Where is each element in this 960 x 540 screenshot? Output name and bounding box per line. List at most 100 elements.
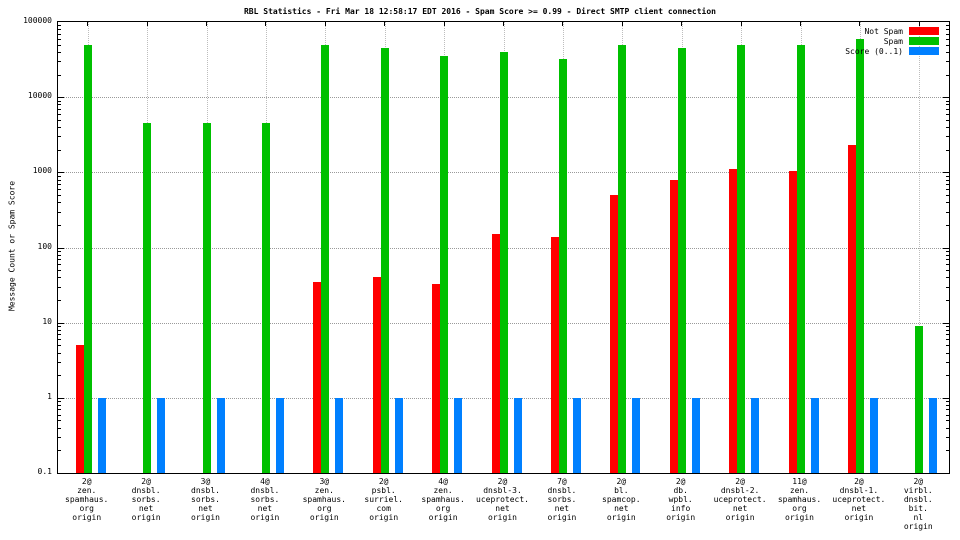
bar-score-0-1 <box>572 397 581 473</box>
y-major-tick <box>943 97 949 99</box>
y-minor-tick <box>946 427 949 429</box>
y-minor-tick <box>58 326 61 328</box>
y-minor-tick <box>946 224 949 226</box>
y-minor-tick <box>946 127 949 129</box>
y-minor-tick <box>58 183 61 185</box>
x-category-label: 2@ bl. spamcop. net origin <box>591 477 651 522</box>
bar-score-0-1 <box>929 397 938 473</box>
x-tick-top <box>503 22 504 26</box>
y-minor-tick <box>946 183 949 185</box>
x-category-label-line: dnsbl. <box>547 486 577 495</box>
y-minor-tick <box>946 44 949 46</box>
y-minor-tick <box>58 450 61 452</box>
x-category-label-line: sorbs. <box>191 495 220 504</box>
x-category-label-line: wpbl. <box>668 495 693 504</box>
x-category-label-line: 2@ <box>854 477 864 486</box>
y-minor-tick <box>946 194 949 196</box>
x-tick-top <box>146 22 148 26</box>
x-category-label-line: net <box>495 504 510 513</box>
x-category-label-line: origin <box>903 522 933 531</box>
x-category-label-line: 2@ <box>497 477 508 486</box>
bar-not-spam <box>372 277 381 473</box>
x-category-label-line: com <box>376 504 391 513</box>
y-minor-tick <box>58 74 61 76</box>
y-minor-tick <box>946 51 949 53</box>
x-category-label-line: origin <box>785 513 814 522</box>
y-minor-tick <box>58 179 61 181</box>
x-category-label-line: surriel. <box>364 495 403 504</box>
x-category-label: 3@ zen. spamhaus. org origin <box>294 477 354 522</box>
bar-score-0-1 <box>157 397 166 473</box>
legend-swatch <box>909 47 939 55</box>
y-minor-tick <box>946 437 949 439</box>
x-category-label-line: net <box>554 504 570 513</box>
y-tick-label: 10 <box>42 316 52 326</box>
legend-row-score-0-1: Score (0..1) <box>845 46 939 56</box>
legend-row-spam: Spam <box>845 36 939 46</box>
y-minor-tick <box>58 119 61 121</box>
y-major-tick <box>58 97 64 99</box>
x-category-label-line: dnsbl. <box>903 495 933 504</box>
bar-score-0-1 <box>632 397 641 473</box>
y-minor-tick <box>946 375 949 377</box>
y-minor-tick <box>946 270 949 272</box>
bar-spam <box>261 123 270 473</box>
y-minor-tick <box>58 175 61 177</box>
x-category-label-line: origin <box>131 513 161 522</box>
x-category-label-line: 2@ <box>735 477 745 486</box>
y-tick-label: 10000 <box>27 91 52 101</box>
bar-spam <box>321 44 330 473</box>
x-category-label: 2@ dnsbl-3. uceprotect. net origin <box>473 477 533 522</box>
x-category-label-line: origin <box>606 513 636 522</box>
bar-score-0-1 <box>97 397 106 473</box>
x-category-label-line: net <box>614 504 629 513</box>
x-category-label-line: info <box>671 504 691 513</box>
y-minor-tick <box>58 33 61 35</box>
y-minor-tick <box>946 33 949 35</box>
x-category-label-line: spamhaus. <box>302 495 346 504</box>
x-category-label: 2@ zen. spamhaus. org origin <box>57 477 117 522</box>
y-minor-tick <box>58 149 61 151</box>
y-tick-label: 100000 <box>23 16 52 25</box>
y-minor-tick <box>58 339 61 341</box>
bar-score-0-1 <box>869 397 878 473</box>
y-minor-tick <box>946 300 949 302</box>
x-category-label-line: origin <box>666 513 696 522</box>
x-category-label-line: dnsbl-2. <box>720 486 760 495</box>
y-major-tick <box>58 397 64 399</box>
x-category-label-line: origin <box>725 513 755 522</box>
x-category-label-line: 4@ <box>438 477 448 486</box>
y-minor-tick <box>58 334 61 336</box>
plot-area: Not Spam Spam Score (0..1) <box>57 21 950 474</box>
x-category-label-line: dnsbl-1. <box>839 486 879 495</box>
x-category-label: 4@ dnsbl. sorbs. net origin <box>235 477 295 522</box>
bar-spam <box>796 44 805 473</box>
x-axis-category-labels: 2@ zen. spamhaus. org origin 2@ dnsbl. sorbs. ne… <box>57 477 948 539</box>
y-minor-tick <box>58 409 61 411</box>
bar-spam <box>737 44 746 473</box>
y-minor-tick <box>58 401 61 403</box>
y-minor-tick <box>946 61 949 63</box>
y-major-tick <box>58 172 64 174</box>
bar-spam <box>83 44 92 473</box>
x-tick-top <box>384 22 386 26</box>
y-minor-tick <box>58 194 61 196</box>
x-category-label-line: net <box>138 504 154 513</box>
y-minor-tick <box>58 100 61 102</box>
y-minor-tick <box>946 100 949 102</box>
bar-spam <box>677 48 686 473</box>
x-category-label-line: 2@ <box>81 477 92 486</box>
x-category-label: 2@ db. wpbl. info origin <box>651 477 711 522</box>
y-minor-tick <box>946 104 949 106</box>
x-category-label-line: spamhaus. <box>65 495 109 504</box>
y-minor-tick <box>946 254 949 256</box>
x-category-label-line: dnsbl-3. <box>483 486 522 495</box>
y-minor-tick <box>946 136 949 138</box>
y-minor-tick <box>946 250 949 252</box>
x-tick-top <box>681 22 683 26</box>
y-minor-tick <box>946 326 949 328</box>
y-minor-tick <box>946 286 949 288</box>
x-category-label: 2@ virbl. dnsbl. bit. nl origin <box>888 477 948 531</box>
x-category-label-line: 2@ <box>141 477 151 486</box>
y-minor-tick <box>946 119 949 121</box>
